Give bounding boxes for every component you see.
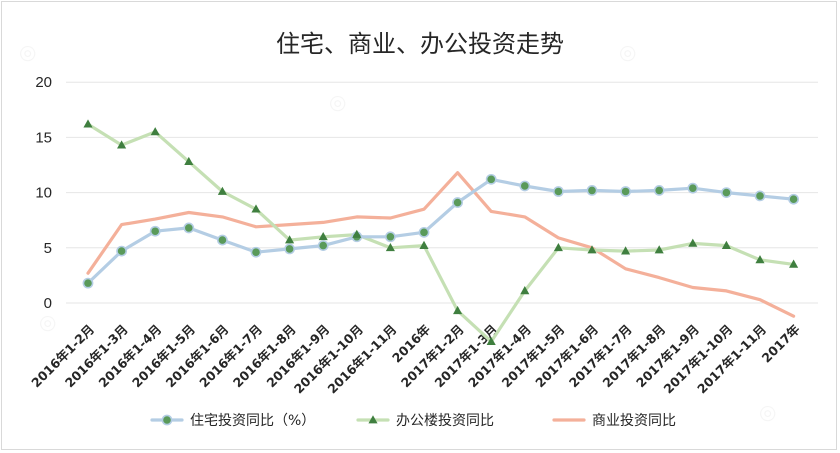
data-point <box>452 197 463 208</box>
data-point <box>318 231 328 241</box>
data-point <box>251 204 261 213</box>
watermark: ◎ <box>324 87 350 116</box>
data-point <box>384 231 396 243</box>
y-axis-ticks: 0 5 10 15 20 <box>35 74 52 312</box>
data-point <box>755 255 765 264</box>
data-point <box>82 277 94 289</box>
y-tick-label: 20 <box>35 74 52 91</box>
watermark: ◎ <box>14 37 40 66</box>
data-point <box>317 240 329 251</box>
data-point <box>520 286 530 295</box>
series-lines <box>86 122 796 344</box>
data-point <box>352 229 362 238</box>
data-point <box>586 184 598 196</box>
data-point <box>184 156 194 166</box>
data-point <box>117 140 127 149</box>
legend-label: 住宅投资同比（%） <box>190 413 315 429</box>
data-point <box>687 182 699 194</box>
x-tick-label: 2017年 <box>759 321 803 365</box>
y-tick-label: 15 <box>35 129 52 146</box>
data-point <box>116 245 127 257</box>
data-point <box>150 127 160 136</box>
data-point <box>217 186 227 195</box>
watermark: ◎ <box>614 37 640 66</box>
legend: 住宅投资同比（%） 办公楼投资同比 商业投资同比 <box>150 413 676 429</box>
data-point <box>149 225 161 237</box>
data-point <box>453 305 463 315</box>
data-point <box>519 180 531 192</box>
x-axis-ticks: 2016年1-2月2016年1-3月2016年1-4月2016年1-5月2016… <box>28 321 803 396</box>
y-tick-label: 10 <box>35 185 52 202</box>
data-point <box>419 240 429 249</box>
data-point <box>285 235 295 244</box>
legend-label: 商业投资同比 <box>592 413 676 429</box>
data-point <box>284 243 295 255</box>
series-line <box>86 122 796 344</box>
gridlines <box>66 81 818 304</box>
legend-item: 办公楼投资同比 <box>356 413 494 429</box>
series-markers <box>82 119 799 345</box>
series-line <box>86 177 796 285</box>
data-point <box>216 234 228 246</box>
data-point <box>788 193 799 205</box>
data-point <box>553 186 564 197</box>
data-point <box>183 222 195 234</box>
data-point <box>620 186 631 197</box>
data-point <box>688 238 698 247</box>
data-point <box>721 240 731 249</box>
data-point <box>653 184 665 196</box>
y-tick-label: 5 <box>44 240 52 257</box>
data-point <box>385 243 395 252</box>
chart-title: 住宅、商业、办公投资走势 <box>276 30 564 58</box>
data-point <box>754 190 766 202</box>
y-tick-label: 0 <box>44 295 52 312</box>
data-point <box>486 336 496 345</box>
legend-label: 办公楼投资同比 <box>396 413 494 429</box>
watermark: ◎ <box>754 397 780 426</box>
legend-item: 住宅投资同比（%） <box>150 413 315 429</box>
data-point <box>485 173 497 185</box>
data-point <box>721 187 732 198</box>
legend-marker <box>368 415 378 424</box>
data-point <box>553 243 563 252</box>
data-point <box>83 119 93 128</box>
data-point <box>418 226 430 238</box>
legend-marker <box>161 414 173 426</box>
data-point <box>621 246 631 255</box>
data-point <box>789 259 799 268</box>
data-point <box>250 246 262 258</box>
legend-item: 商业投资同比 <box>552 413 676 429</box>
data-point <box>654 245 664 254</box>
data-point <box>587 245 597 254</box>
series-line <box>86 171 796 318</box>
